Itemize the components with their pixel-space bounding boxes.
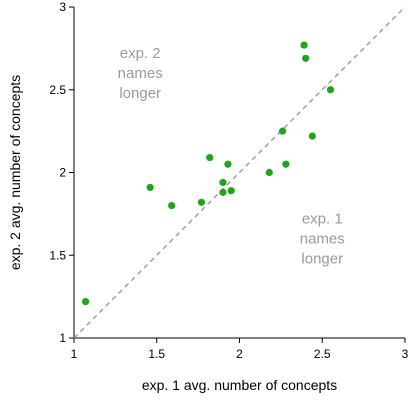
x-tick-label: 3	[402, 347, 409, 361]
y-axis-label: exp. 2 avg. number of concepts	[7, 75, 23, 270]
x-tick-label: 2	[236, 347, 243, 361]
data-point	[308, 132, 316, 140]
y-tick-label: 1	[59, 331, 66, 345]
annotation-line: names	[118, 65, 163, 82]
annotation-line: longer	[119, 85, 161, 102]
data-point	[219, 188, 227, 196]
x-tick-label: 1	[71, 347, 78, 361]
annotation-line: longer	[301, 251, 343, 268]
data-point	[224, 160, 232, 168]
y-tick-label: 2.5	[49, 83, 66, 97]
axes: 1 1.5 2 2.5 3 1 1.5 2 2.5 3	[49, 0, 408, 361]
reference-line-group	[73, 6, 406, 339]
data-point	[206, 154, 214, 162]
data-point	[146, 183, 154, 191]
y-tick-label: 3	[59, 0, 66, 14]
data-point	[302, 54, 310, 62]
data-point	[282, 160, 290, 168]
data-point	[197, 198, 206, 206]
data-point	[168, 202, 176, 210]
data-points	[81, 41, 335, 306]
data-point	[326, 86, 335, 94]
data-point	[300, 41, 308, 49]
y-tick-label: 1.5	[49, 248, 66, 262]
annotation-line: exp. 1	[302, 211, 343, 228]
data-point	[278, 127, 287, 135]
annotation-line: exp. 2	[120, 45, 161, 62]
identity-line	[73, 6, 406, 339]
data-point	[81, 297, 90, 306]
data-point	[227, 187, 235, 195]
y-tick-label: 2	[59, 166, 66, 180]
x-tick-label: 2.5	[314, 347, 331, 361]
x-tick-label: 1.5	[148, 347, 165, 361]
annotation-line: names	[300, 231, 345, 248]
data-point	[219, 178, 227, 187]
annotations: exp. 2 names longer exp. 1 names longer	[118, 45, 345, 268]
x-axis-label: exp. 1 avg. number of concepts	[142, 377, 337, 393]
data-point	[265, 168, 273, 177]
